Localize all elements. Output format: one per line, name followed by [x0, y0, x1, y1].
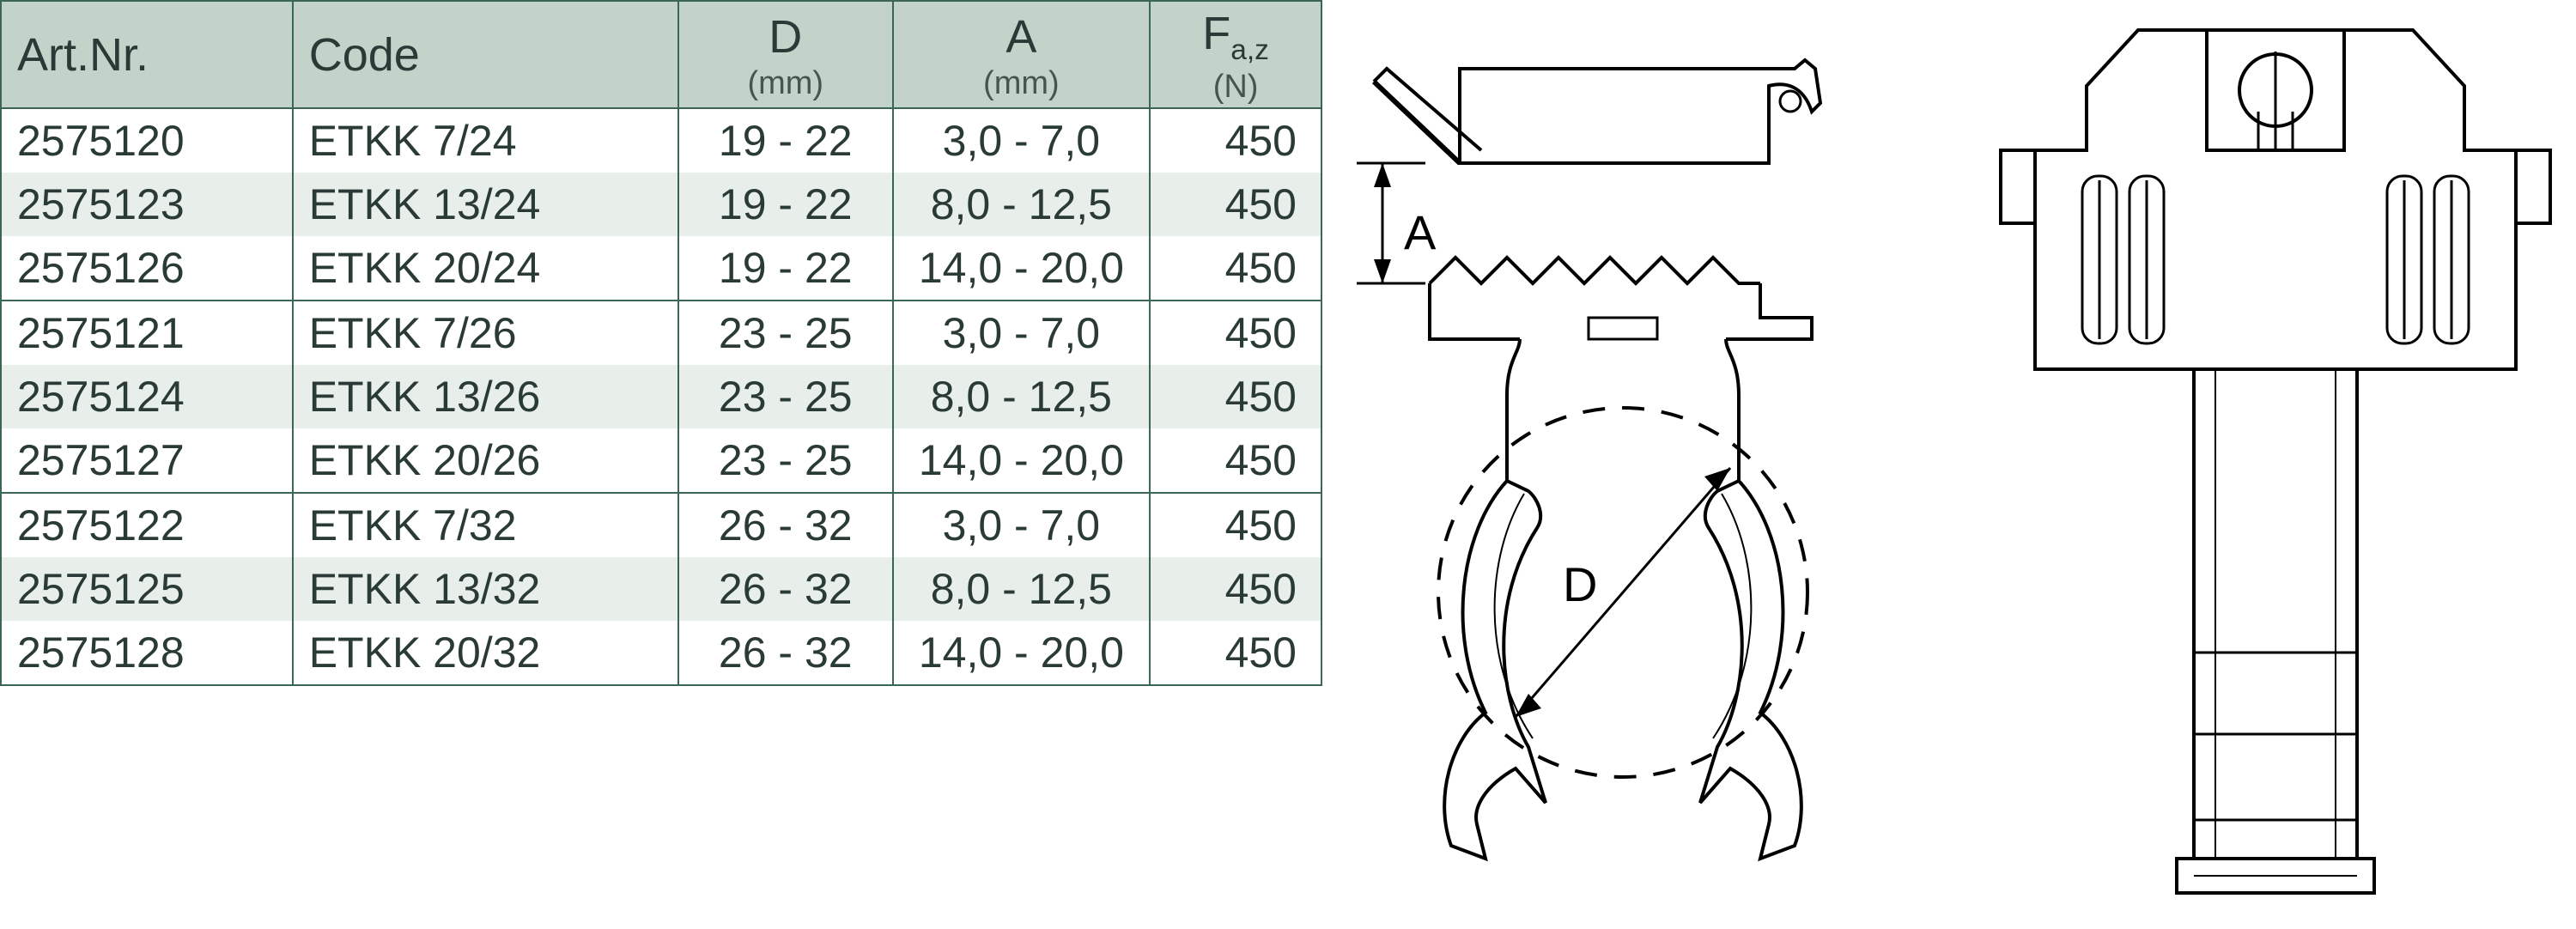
cell-d: 23 - 25 [678, 365, 893, 428]
cell-d: 23 - 25 [678, 301, 893, 365]
cell-a: 3,0 - 7,0 [893, 108, 1151, 173]
technical-diagram-container: A D [1322, 0, 2576, 929]
cell-code: ETKK 7/26 [293, 301, 678, 365]
cell-code: ETKK 20/26 [293, 428, 678, 493]
col-header-d: D (mm) [678, 1, 893, 108]
diagram-left-view [1357, 60, 1820, 859]
cell-code: ETKK 7/24 [293, 108, 678, 173]
col-header-artnr: Art.Nr. [1, 1, 293, 108]
cell-d: 19 - 22 [678, 236, 893, 301]
cell-d: 23 - 25 [678, 428, 893, 493]
cell-a: 14,0 - 20,0 [893, 236, 1151, 301]
col-header-d-sub: (mm) [695, 65, 877, 102]
cell-f: 450 [1150, 236, 1321, 301]
table-row: 2575123ETKK 13/2419 - 228,0 - 12,5450 [1, 173, 1321, 236]
cell-f: 450 [1150, 621, 1321, 685]
cell-art: 2575120 [1, 108, 293, 173]
cell-art: 2575124 [1, 365, 293, 428]
table-row: 2575121ETKK 7/2623 - 253,0 - 7,0450 [1, 301, 1321, 365]
cell-a: 8,0 - 12,5 [893, 365, 1151, 428]
table-row: 2575125ETKK 13/3226 - 328,0 - 12,5450 [1, 557, 1321, 621]
table-row: 2575124ETKK 13/2623 - 258,0 - 12,5450 [1, 365, 1321, 428]
cell-art: 2575128 [1, 621, 293, 685]
cell-code: ETKK 13/26 [293, 365, 678, 428]
cell-f: 450 [1150, 557, 1321, 621]
col-header-a-label: A [909, 10, 1134, 64]
cell-f: 450 [1150, 108, 1321, 173]
cell-f: 450 [1150, 173, 1321, 236]
spec-table-container: Art.Nr. Code D (mm) A (mm) [0, 0, 1322, 929]
cell-art: 2575127 [1, 428, 293, 493]
dim-label-a: A [1404, 205, 1437, 259]
table-row: 2575128ETKK 20/3226 - 3214,0 - 20,0450 [1, 621, 1321, 685]
cell-code: ETKK 20/32 [293, 621, 678, 685]
cell-code: ETKK 7/32 [293, 493, 678, 557]
table-row: 2575122ETKK 7/3226 - 323,0 - 7,0450 [1, 493, 1321, 557]
col-header-faz-label: Fa,z [1166, 7, 1305, 67]
cell-code: ETKK 13/32 [293, 557, 678, 621]
col-header-faz-sub: (N) [1166, 69, 1305, 106]
table-row: 2575127ETKK 20/2623 - 2514,0 - 20,0450 [1, 428, 1321, 493]
table-header-row: Art.Nr. Code D (mm) A (mm) [1, 1, 1321, 108]
diagram-right-view [2001, 30, 2550, 893]
cell-code: ETKK 20/24 [293, 236, 678, 301]
cell-a: 3,0 - 7,0 [893, 301, 1151, 365]
col-header-a-sub: (mm) [909, 65, 1134, 102]
cell-art: 2575122 [1, 493, 293, 557]
cell-a: 14,0 - 20,0 [893, 621, 1151, 685]
cell-f: 450 [1150, 493, 1321, 557]
col-header-faz: Fa,z (N) [1150, 1, 1321, 108]
technical-diagram: A D [1322, 0, 2576, 929]
cell-art: 2575126 [1, 236, 293, 301]
col-header-artnr-label: Art.Nr. [17, 29, 149, 81]
cell-f: 450 [1150, 301, 1321, 365]
cell-a: 14,0 - 20,0 [893, 428, 1151, 493]
col-header-a: A (mm) [893, 1, 1151, 108]
cell-a: 3,0 - 7,0 [893, 493, 1151, 557]
cell-art: 2575125 [1, 557, 293, 621]
spec-table: Art.Nr. Code D (mm) A (mm) [0, 0, 1322, 686]
table-body: 2575120ETKK 7/2419 - 223,0 - 7,045025751… [1, 108, 1321, 685]
cell-d: 26 - 32 [678, 493, 893, 557]
col-header-code: Code [293, 1, 678, 108]
cell-a: 8,0 - 12,5 [893, 173, 1151, 236]
cell-d: 26 - 32 [678, 557, 893, 621]
col-header-d-label: D [695, 10, 877, 64]
cell-f: 450 [1150, 428, 1321, 493]
col-header-code-label: Code [309, 29, 420, 81]
dim-label-d: D [1563, 557, 1597, 611]
cell-a: 8,0 - 12,5 [893, 557, 1151, 621]
cell-d: 19 - 22 [678, 108, 893, 173]
cell-code: ETKK 13/24 [293, 173, 678, 236]
cell-art: 2575121 [1, 301, 293, 365]
cell-f: 450 [1150, 365, 1321, 428]
table-row: 2575126ETKK 20/2419 - 2214,0 - 20,0450 [1, 236, 1321, 301]
cell-d: 19 - 22 [678, 173, 893, 236]
table-row: 2575120ETKK 7/2419 - 223,0 - 7,0450 [1, 108, 1321, 173]
cell-art: 2575123 [1, 173, 293, 236]
cell-d: 26 - 32 [678, 621, 893, 685]
